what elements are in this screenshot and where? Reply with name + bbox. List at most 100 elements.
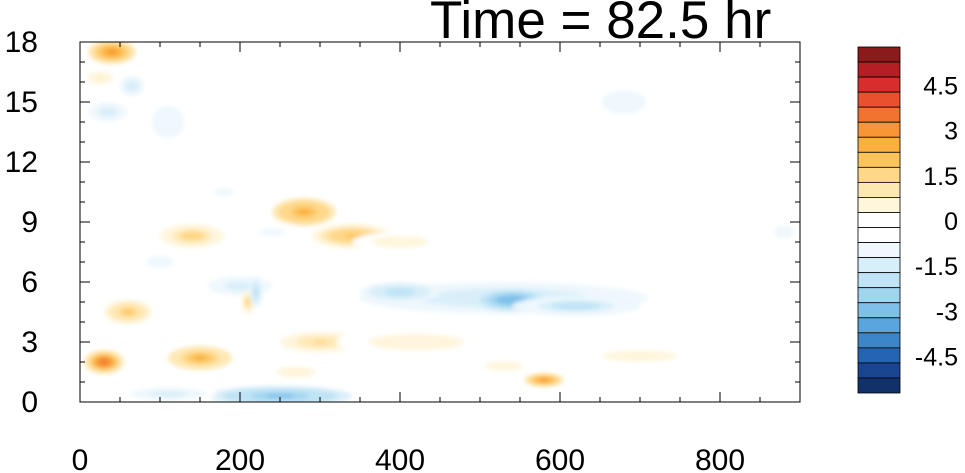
y-axis: 0 3 6 9 12 15 18: [5, 26, 800, 419]
colorbar-label: -4.5: [915, 343, 958, 371]
x-tick-label: 800: [695, 444, 745, 473]
colorbar-swatch: [857, 287, 901, 304]
contour-feature: [440, 226, 552, 246]
colorbar-label: -1.5: [915, 253, 958, 281]
contour-feature: [104, 300, 152, 324]
colorbar-swatch: [857, 227, 901, 243]
contour-feature: [160, 224, 224, 248]
contour-band: [193, 355, 207, 361]
colorbar-swatch: [857, 347, 901, 364]
contour-feature: [576, 346, 704, 366]
y-tick-label: 12: [5, 146, 38, 179]
colorbar-swatch: [857, 106, 901, 123]
contour-band: [96, 76, 104, 80]
colorbar-swatch: [857, 61, 901, 78]
colorbar-label: 3: [944, 118, 958, 146]
contour-feature: [208, 386, 352, 402]
contour-band: [265, 394, 295, 398]
colorbar-swatch: [857, 332, 901, 349]
contour-feature: [336, 328, 496, 356]
contour-feature: [512, 296, 640, 316]
contour-band: [246, 299, 250, 305]
y-tick-label: 3: [21, 326, 38, 359]
x-axis: 0 200 400 600 800: [72, 42, 801, 473]
y-tick-label: 0: [21, 386, 38, 419]
contour-band: [400, 339, 432, 345]
colorbar-swatch: [857, 257, 901, 274]
contour-feature: [264, 362, 328, 382]
colorbar-swatch: [857, 362, 901, 379]
contour-feature: [200, 182, 248, 202]
contour-band: [504, 297, 520, 303]
colorbar-label: 0: [944, 208, 958, 236]
contour-band: [563, 304, 589, 308]
contour-feature: [120, 386, 216, 402]
x-tick-label: 200: [215, 444, 265, 473]
colorbar-swatch: [857, 212, 901, 228]
contour-band: [108, 154, 116, 170]
contour-band: [484, 234, 508, 238]
colorbar-swatch: [857, 91, 901, 108]
colorbar-swatch: [857, 242, 901, 259]
contour-band: [254, 288, 258, 296]
y-tick-label: 6: [21, 266, 38, 299]
contour-feature: [249, 276, 263, 308]
contour-band: [633, 203, 647, 209]
colorbar-swatch: [857, 197, 901, 213]
contour-band: [297, 209, 311, 215]
colorbar-label: 4.5: [923, 73, 958, 101]
contour-feature: [168, 346, 232, 370]
contour-feature: [720, 384, 784, 400]
y-tick-label: 9: [21, 206, 38, 239]
contour-feature: [148, 102, 188, 142]
y-tick-label: 15: [5, 86, 38, 119]
colorbar-swatch: [857, 377, 901, 394]
contour-feature: [416, 56, 512, 68]
contour-band: [540, 378, 548, 382]
y-tick-label: 18: [5, 26, 38, 59]
contour-feature: [568, 72, 680, 132]
contour-band: [627, 354, 653, 358]
contour-feature: [352, 232, 448, 252]
contour-band: [265, 230, 279, 234]
contour-feature: [280, 332, 360, 352]
contour-band: [232, 283, 248, 289]
contour-band: [454, 60, 474, 64]
contour-band: [107, 49, 117, 55]
contour-band: [103, 109, 113, 115]
colorbar-swatch: [857, 151, 901, 168]
contour-band: [100, 359, 108, 365]
x-tick-label: 0: [72, 444, 89, 473]
contour-band: [123, 309, 133, 315]
contour-feature: [608, 194, 672, 218]
contour-band: [344, 233, 360, 239]
colorbar-swatch: [857, 272, 901, 289]
contour-feature: [120, 76, 144, 96]
contour-feature: [96, 122, 128, 202]
colorbar-swatch: [857, 317, 901, 334]
colorbar-swatch: [857, 121, 901, 138]
contour-feature: [760, 216, 800, 248]
contour-feature: [360, 282, 440, 302]
contour-band: [129, 84, 135, 88]
x-tick-label: 400: [375, 444, 425, 473]
colorbar-swatch: [857, 46, 901, 63]
colorbar-label: 1.5: [923, 163, 958, 191]
contour-feature: [240, 222, 304, 242]
contour-feature: [88, 42, 136, 64]
contour-feature: [472, 358, 536, 374]
contour-feature: [272, 198, 336, 226]
colorbar: 4.5 3 1.5 0 -1.5 -3 -4.5: [857, 46, 958, 394]
contour-band: [155, 260, 165, 264]
contour-band: [390, 240, 410, 244]
colorbar-swatch: [857, 76, 901, 93]
contour-band: [779, 228, 789, 236]
colorbar-swatch: [857, 166, 901, 183]
colorbar-swatch: [857, 302, 901, 319]
contour-feature: [84, 100, 132, 124]
contour-band: [158, 392, 178, 396]
contour-feature: [84, 70, 116, 86]
x-tick-label: 600: [535, 444, 585, 473]
colorbar-swatch: [857, 136, 901, 153]
